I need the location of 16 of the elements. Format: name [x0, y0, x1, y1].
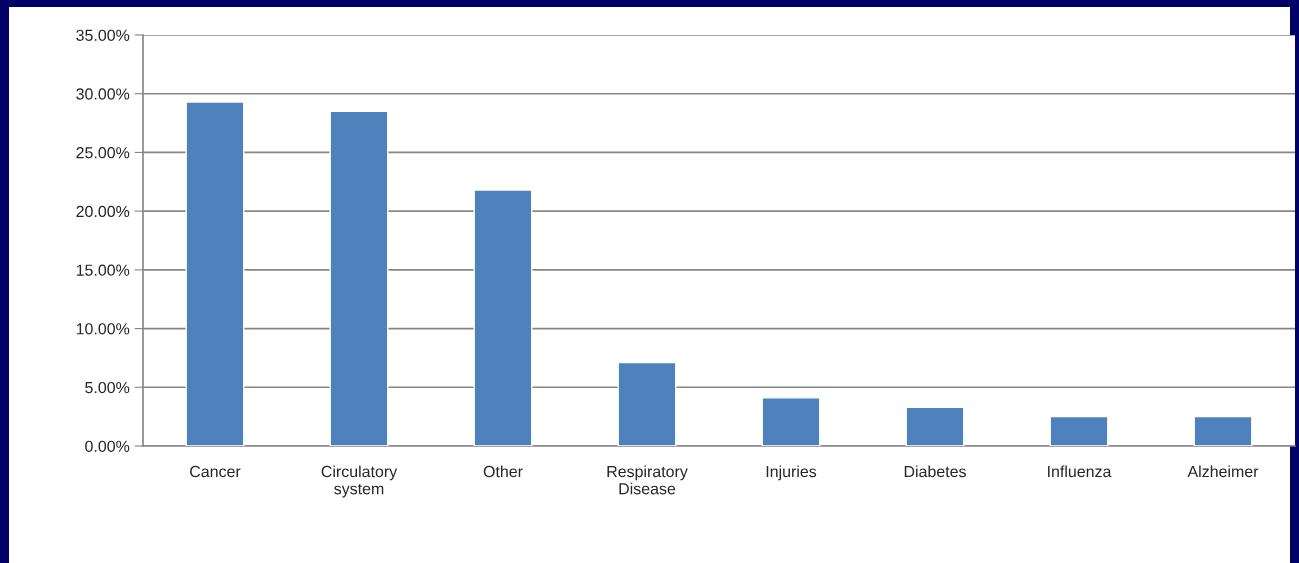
- y-tick-label: 5.00%: [85, 381, 130, 394]
- x-tick-label: Other: [483, 465, 523, 478]
- x-tick-label: Circulatory system: [321, 465, 398, 498]
- y-tick-label: 0.00%: [85, 440, 130, 452]
- y-tick-label: 20.00%: [76, 205, 130, 218]
- x-tick-label: Diabetes: [904, 465, 966, 478]
- x-tick-label: Influenza: [1048, 465, 1112, 478]
- y-tick-label: 15.00%: [76, 264, 130, 276]
- x-tick-label: Injuries: [766, 465, 817, 481]
- x-tick-label: Cancer: [190, 465, 241, 478]
- y-tick-label: 10.00%: [76, 323, 130, 335]
- y-tick-label: 30.00%: [76, 88, 130, 100]
- x-tick-label: Respiratory Disease: [607, 465, 688, 495]
- x-tick-label: Alzheimer: [1187, 465, 1259, 478]
- y-tick-label: 25.00%: [76, 147, 130, 159]
- y-tick-label: 35.00%: [76, 29, 130, 41]
